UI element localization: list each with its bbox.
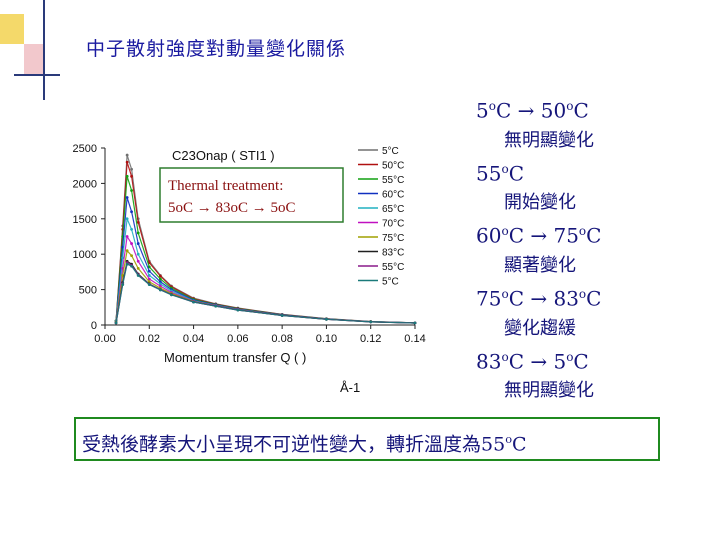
- note-temperature: 83oC → 5oC: [476, 349, 589, 374]
- legend-entry: 75°C: [382, 233, 404, 244]
- y-tick-label: 500: [79, 285, 97, 297]
- note-temperature: 60oC → 75oC: [476, 223, 602, 248]
- note-temperature: 55oC: [476, 161, 524, 186]
- data-point: [125, 153, 129, 157]
- data-point: [130, 264, 133, 268]
- legend: 5°C 50°C 55°C 60°C 65°C 70°C 75°C 83°C 55°C 5°C: [358, 146, 404, 288]
- data-point: [147, 274, 151, 277]
- data-point: [147, 283, 151, 287]
- data-point: [125, 217, 129, 221]
- slide-title: 中子散射強度對動量變化關係: [86, 38, 347, 60]
- legend-entry: 60°C: [382, 190, 404, 201]
- note-description: 無明顯變化: [504, 129, 594, 151]
- legend-entry: 55°C: [382, 175, 404, 186]
- plot-area: 0 500 1000 1500 2000 2500 0.00 0.02 0.04 0.06 0.08…: [73, 143, 426, 345]
- data-point: [325, 317, 328, 321]
- note-description: 變化趨緩: [504, 317, 576, 339]
- data-point: [125, 160, 129, 164]
- legend-entry: 70°C: [382, 219, 404, 230]
- corner-vline: [43, 0, 45, 100]
- legend-entry: 83°C: [382, 248, 404, 259]
- x-tick-label: 0.14: [404, 333, 425, 345]
- note-temperature: 5oC → 50oC: [476, 98, 589, 123]
- observation-notes: 5oC → 50oC 無明顯變化 55oC 開始變化 60oC → 75oC 顯著變化 75…: [476, 92, 666, 405]
- y-tick-label: 2500: [73, 143, 97, 155]
- x-tick-label: 0.08: [271, 333, 292, 345]
- x-axis-label-text: Momentum transfer Q ( ): [164, 350, 306, 365]
- x-tick-label: 0.00: [94, 333, 115, 345]
- data-point: [130, 167, 133, 171]
- data-point: [147, 269, 151, 273]
- data-point: [125, 196, 129, 199]
- data-point: [147, 265, 151, 269]
- data-point: [413, 321, 417, 325]
- data-point: [136, 274, 140, 277]
- data-point: [114, 321, 118, 325]
- data-point: [136, 266, 140, 270]
- data-point: [121, 256, 125, 260]
- annotation-text: Thermal treatment: 5oC → 83oC → 5oC: [168, 178, 296, 216]
- data-point: [125, 174, 129, 178]
- x-tick-label: 0.12: [360, 333, 381, 345]
- x-tick-label: 0.10: [316, 333, 337, 345]
- data-point: [170, 293, 173, 297]
- corner-hline: [14, 74, 60, 76]
- data-point: [147, 277, 151, 281]
- legend-entry: 5°C: [382, 146, 399, 157]
- data-point: [130, 242, 133, 245]
- annotation-line: 5oC → 83oC → 5oC: [168, 200, 296, 216]
- annotation-line: Thermal treatment:: [168, 178, 283, 194]
- y-tick-label: 1500: [73, 214, 97, 226]
- legend-entry: 5°C: [382, 277, 399, 288]
- data-point: [369, 320, 373, 324]
- x-axis-label: Momentum transfer Q ( ) Å-1: [164, 350, 360, 395]
- data-point: [130, 189, 133, 192]
- corner-block-yellow: [0, 14, 24, 44]
- note-description: 無明顯變化: [504, 380, 594, 402]
- data-point: [136, 242, 140, 245]
- data-point: [158, 284, 162, 288]
- conclusion-box: 受熱後酵素大小呈現不可逆性變大，轉折溫度為55oC: [74, 417, 660, 461]
- data-point: [214, 304, 218, 308]
- x-tick-label: 0.04: [183, 333, 204, 345]
- data-point: [121, 283, 125, 287]
- data-point: [130, 210, 133, 214]
- x-tick-label: 0.06: [227, 333, 248, 345]
- data-point: [236, 308, 240, 312]
- data-point: [130, 228, 133, 231]
- data-point: [136, 231, 140, 235]
- annotation-box: [159, 167, 344, 223]
- legend-entry: 55°C: [382, 262, 404, 273]
- data-point: [158, 288, 162, 292]
- note-description: 開始變化: [504, 192, 576, 214]
- data-point: [158, 280, 162, 284]
- data-point: [125, 235, 129, 238]
- note-description: 顯著變化: [504, 254, 576, 276]
- data-point: [158, 274, 162, 278]
- series-line: [115, 263, 416, 324]
- y-tick-label: 1000: [73, 249, 97, 261]
- y-tick-label: 0: [91, 320, 97, 332]
- corner-block-pink: [24, 44, 44, 74]
- data-point: [136, 259, 140, 263]
- chart-title: C23Onap ( STI1 ): [172, 148, 275, 163]
- legend-entry: 50°C: [382, 161, 404, 172]
- data-point: [130, 254, 133, 258]
- data-point: [158, 282, 162, 286]
- data-point: [136, 220, 140, 224]
- series-line: [115, 216, 416, 324]
- data-point: [125, 262, 129, 266]
- data-point: [130, 174, 133, 178]
- data-point: [125, 249, 129, 253]
- x-tick-label: 0.02: [139, 333, 160, 345]
- legend-entry: 65°C: [382, 204, 404, 215]
- chart: 0 500 1000 1500 2000 2500 0.00 0.02 0.04 0.06 0.08…: [73, 143, 426, 395]
- x-axis-unit: Å-1: [340, 380, 360, 395]
- data-point: [280, 314, 284, 317]
- data-point: [192, 300, 195, 304]
- y-tick-label: 2000: [73, 178, 97, 190]
- data-point: [136, 252, 140, 256]
- note-temperature: 75oC → 83oC: [476, 286, 602, 311]
- data-point: [158, 277, 162, 281]
